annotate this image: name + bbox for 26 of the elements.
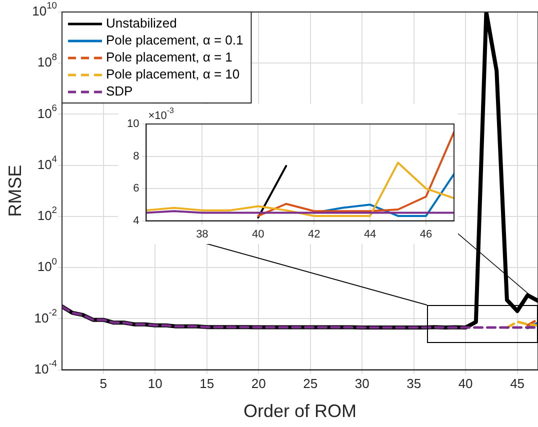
x-tick-label: 15 [200, 376, 214, 392]
x-tick-label: 45 [510, 376, 525, 392]
x-tick-label: 44 [364, 228, 376, 240]
y-tick-label: 6 [133, 182, 140, 195]
line-series [506, 320, 538, 330]
x-tick-label: 40 [458, 376, 473, 392]
x-tick-label: 30 [354, 376, 370, 392]
legend-label: SDP [106, 84, 133, 99]
x-tick-label: 38 [196, 228, 208, 240]
y-tick-label: 10 [126, 118, 140, 130]
legend-label: Pole placement, α = 10 [106, 66, 240, 82]
legend-label: Unstabilized [106, 16, 177, 31]
x-tick-label: 35 [406, 376, 422, 392]
x-axis-title: Order of ROM [243, 401, 357, 422]
x-tick-label: 46 [420, 228, 432, 240]
x-tick-label: 42 [308, 228, 320, 240]
x-tick-label: 10 [148, 376, 162, 392]
legend-label: Pole placement, α = 0.1 [106, 32, 244, 48]
y-tick-label: 8 [133, 150, 140, 162]
x-tick-label: 40 [252, 228, 264, 240]
x-tick-label: 5 [100, 376, 108, 392]
y-tick-label: 4 [133, 214, 140, 227]
x-tick-label: 25 [303, 376, 318, 392]
legend-label: Pole placement, α = 1 [106, 50, 232, 65]
x-tick-label: 20 [251, 376, 266, 392]
y-axis-title: RMSE [4, 164, 25, 217]
